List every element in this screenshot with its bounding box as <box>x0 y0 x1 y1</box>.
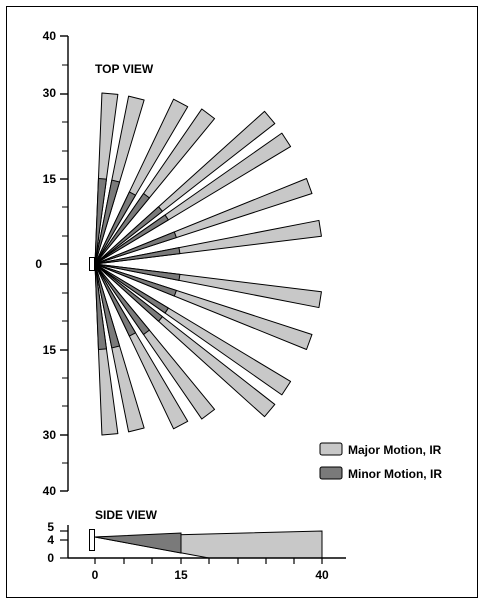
beam-minor-3 <box>94 193 150 265</box>
beam-minor-5 <box>94 214 169 265</box>
top-y-label-15-top: 15 <box>43 172 57 186</box>
top-y-label-40-top: 40 <box>43 29 57 43</box>
beam-group <box>94 92 322 436</box>
side-x-label-0: 0 <box>92 568 99 582</box>
top-y-label-0: 0 <box>35 257 42 271</box>
beam-minor-11 <box>94 263 163 322</box>
side-view: SIDE VIEW 5 4 0 0 15 40 <box>47 508 346 582</box>
beam-minor-12 <box>94 263 150 335</box>
beam-minor-6 <box>94 231 177 265</box>
side-y-label-5: 5 <box>47 520 54 534</box>
top-view-ticks <box>60 35 68 492</box>
side-x-label-15: 15 <box>174 568 188 582</box>
beam-minor-9 <box>94 263 177 297</box>
side-x-label-40: 40 <box>315 568 329 582</box>
side-minor-zone <box>94 532 182 554</box>
side-view-sensor <box>89 529 95 551</box>
top-view-sensor <box>89 257 95 271</box>
side-y-label-4: 4 <box>47 533 54 547</box>
legend: Major Motion, IR Minor Motion, IR <box>319 442 442 481</box>
side-y-label-0: 0 <box>47 551 54 565</box>
top-y-label-30-top: 30 <box>43 86 57 100</box>
side-view-title: SIDE VIEW <box>95 508 158 522</box>
beam-minor-13 <box>94 263 137 337</box>
top-view-title: TOP VIEW <box>95 62 154 76</box>
beam-minor-7 <box>94 247 181 265</box>
beam-minor-2 <box>94 191 137 265</box>
top-y-label-30-bottom: 30 <box>43 428 57 442</box>
beam-minor-0 <box>94 177 107 265</box>
beam-minor-14 <box>94 263 121 349</box>
beam-minor-8 <box>94 263 181 281</box>
top-view: TOP VIEW 40 30 15 0 15 30 40 <box>35 29 322 498</box>
beam-minor-10 <box>94 263 169 314</box>
legend-swatch-minor <box>319 466 343 480</box>
beam-minor-15 <box>94 263 107 351</box>
side-view-ticks <box>60 530 323 564</box>
legend-label-major: Major Motion, IR <box>348 443 442 457</box>
beam-minor-4 <box>94 206 163 265</box>
top-y-label-40-bottom: 40 <box>43 484 57 498</box>
beam-minor-1 <box>94 179 121 265</box>
legend-label-minor: Minor Motion, IR <box>348 467 442 481</box>
legend-swatch-major <box>319 442 343 456</box>
top-y-label-15-bottom: 15 <box>43 343 57 357</box>
outer-border <box>6 6 478 598</box>
